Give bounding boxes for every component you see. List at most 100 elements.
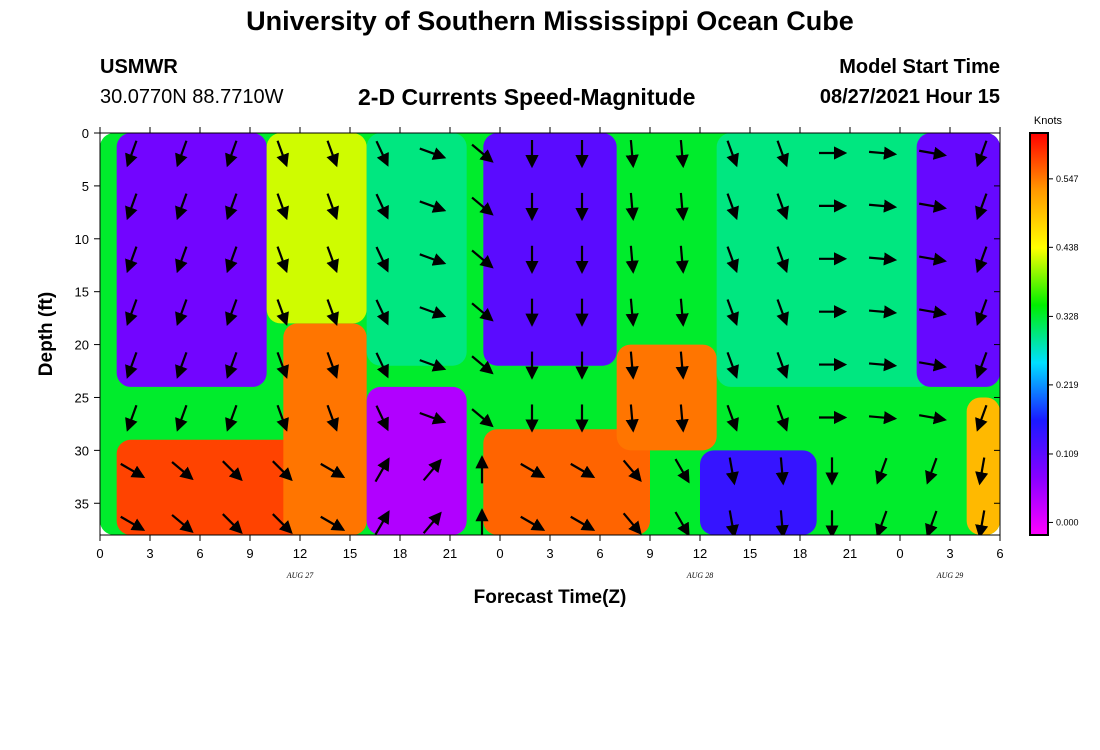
vector-arrow [225, 351, 238, 379]
vector-arrow [726, 246, 739, 274]
vector-arrow [975, 246, 988, 274]
vector-arrow [625, 139, 639, 169]
vector-arrow [675, 351, 689, 380]
y-tick-label: 20 [75, 338, 89, 353]
vector-arrow [326, 404, 339, 432]
vector-arrow [868, 146, 898, 160]
colorbar-scale [1029, 132, 1049, 536]
vector-arrow [781, 542, 783, 568]
model-start-label: Model Start Time [839, 56, 1000, 78]
vector-arrow [622, 459, 642, 483]
vector-arrow [125, 351, 138, 379]
speed-region-9 [616, 344, 717, 451]
vector-arrow [422, 458, 442, 482]
colorbar-tick-label: 0.000 [1056, 517, 1079, 527]
x-tick-label: 18 [793, 546, 807, 561]
vector-arrow [120, 515, 146, 531]
vector-arrow [276, 140, 289, 168]
vector-arrow [675, 298, 689, 327]
vector-arrow [321, 549, 344, 562]
vector-arrow [675, 404, 689, 433]
colorbar-unit: Knots [1034, 115, 1063, 127]
x-axis: 0 3 6 9 12 15 18 21 0 3 6 9 12 15 18 21 0 3 6 AUG 27 AUG 28 A… [96, 127, 1004, 580]
speed-region-6 [366, 133, 467, 366]
vector-arrow [975, 404, 988, 432]
vector-arrow [925, 510, 938, 535]
vector-arrow [919, 199, 947, 213]
vector-arrow [675, 192, 689, 222]
vector-arrow [925, 457, 938, 485]
vector-arrow [975, 299, 988, 326]
x-tick-label: 6 [596, 546, 603, 561]
vector-arrow [868, 199, 898, 213]
vector-arrow [776, 193, 789, 221]
x-tick-label: 21 [443, 546, 457, 561]
x-tick-label: 12 [293, 546, 307, 561]
vector-arrow [875, 457, 888, 485]
vector-arrow [276, 404, 289, 432]
vector-arrow [868, 411, 898, 425]
date-label: AUG 28 [686, 571, 713, 580]
y-tick-label: 10 [75, 232, 89, 247]
vector-arrow [622, 512, 642, 535]
y-tick-label: 15 [75, 285, 89, 300]
vector-arrow [919, 305, 947, 319]
vector-arrow [375, 299, 389, 326]
vector-arrow [520, 462, 546, 478]
speed-region-10 [700, 450, 817, 535]
x-tick-label: 18 [393, 546, 407, 561]
vector-arrow [875, 510, 888, 535]
vector-arrow [919, 358, 947, 372]
current-vectors [120, 139, 989, 568]
vector-arrow [272, 460, 293, 482]
vector-arrow [424, 545, 441, 565]
vector-arrow [625, 298, 639, 327]
vector-arrow [975, 457, 989, 486]
vector-arrow [419, 253, 447, 266]
model-start-value: 08/27/2021 Hour 15 [819, 86, 1000, 108]
vector-arrow [919, 146, 947, 160]
vector-arrow [175, 193, 188, 221]
vector-arrow [175, 351, 188, 379]
vector-arrow [975, 351, 988, 379]
vector-arrow [422, 511, 442, 534]
vector-arrow [175, 404, 188, 432]
vector-arrow [222, 460, 243, 482]
vector-arrow [625, 351, 639, 380]
vector-arrow [326, 299, 339, 326]
vector-arrow [625, 245, 639, 274]
y-tick-label: 5 [82, 179, 89, 194]
vector-arrow [471, 143, 494, 163]
vector-arrow [570, 515, 596, 531]
vector-arrow [674, 511, 690, 535]
speed-region-1 [116, 133, 267, 387]
vector-arrow [625, 192, 639, 222]
vector-arrow [375, 193, 389, 220]
vector-arrow [172, 547, 192, 564]
vector-arrow [776, 246, 789, 274]
vector-arrow [919, 252, 947, 266]
vector-arrow [868, 252, 898, 266]
x-tick-label: 21 [843, 546, 857, 561]
y-tick-label: 30 [75, 443, 89, 458]
vector-arrow [326, 351, 339, 379]
x-tick-label: 15 [343, 546, 357, 561]
station-coords: 30.0770N 88.7710W [100, 86, 284, 108]
y-tick-label: 0 [82, 126, 89, 141]
vector-arrow [726, 404, 739, 432]
vector-arrow [868, 358, 898, 372]
vector-arrow [225, 193, 238, 221]
vector-arrow [171, 461, 194, 481]
vector-arrow [919, 411, 947, 425]
vector-arrow [625, 404, 639, 433]
y-axis: 0 5 10 15 20 25 30 35 [75, 126, 1000, 511]
vector-arrow [776, 404, 789, 432]
colorbar-tick-label: 0.328 [1056, 311, 1079, 321]
station-id: USMWR [100, 56, 178, 78]
vector-arrow [419, 411, 447, 425]
vector-arrow [326, 140, 339, 168]
vector-arrow [225, 140, 238, 168]
speed-region-3 [283, 323, 367, 535]
vector-arrow [725, 457, 739, 486]
